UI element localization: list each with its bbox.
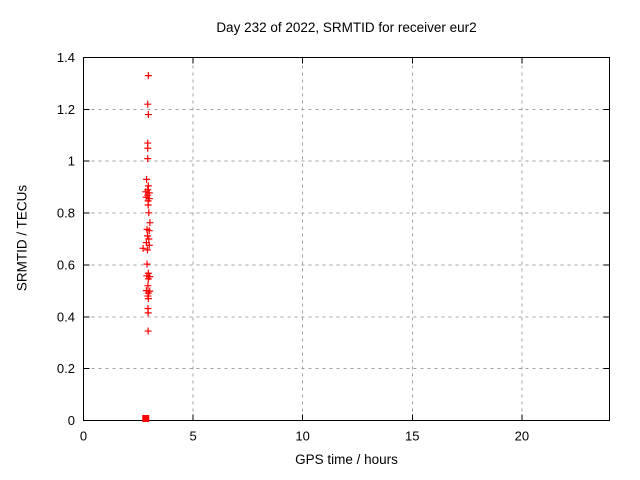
data-point-plus [146, 219, 154, 227]
data-point-plus [144, 100, 152, 108]
data-point-plus [144, 111, 152, 119]
data-point-plus [139, 244, 147, 252]
data-point-plus [145, 241, 153, 249]
data-point-plus [146, 287, 154, 295]
data-point-plus [145, 227, 153, 235]
x-tick-label: 20 [515, 429, 529, 444]
data-point-plus [144, 182, 152, 190]
y-tick-label: 0.2 [57, 361, 75, 376]
data-point-plus [144, 72, 152, 80]
x-tick-label: 0 [80, 429, 87, 444]
data-point-plus [144, 309, 152, 317]
x-tick-label: 15 [405, 429, 419, 444]
data-point-plus [143, 260, 151, 268]
data-point-plus [143, 246, 151, 254]
chart-title: Day 232 of 2022, SRMTID for receiver eur… [216, 20, 477, 35]
x-tick-label: 5 [189, 429, 196, 444]
data-point-plus [144, 201, 152, 209]
data-point-plus [145, 209, 153, 217]
x-tick-label: 10 [295, 429, 309, 444]
data-point-plus [144, 295, 152, 303]
data-point-plus [144, 327, 152, 335]
y-tick-label: 1 [68, 154, 75, 169]
y-tick-label: 0.6 [57, 257, 75, 272]
data-point-plus [145, 235, 153, 243]
data-point-plus [144, 144, 152, 152]
y-tick-label: 1.2 [57, 102, 75, 117]
data-point-plus [143, 175, 151, 183]
y-tick-label: 0.4 [57, 309, 75, 324]
data-point-plus [144, 275, 152, 283]
data-point-square [142, 415, 150, 422]
y-tick-label: 0.8 [57, 206, 75, 221]
plot-frame [83, 57, 610, 421]
data-point-plus [144, 155, 152, 163]
data-point-plus [144, 282, 152, 290]
y-tick-label: 0 [68, 413, 75, 428]
x-axis-label: GPS time / hours [295, 452, 398, 467]
data-point-plus [143, 232, 151, 240]
data-point-plus [142, 193, 150, 201]
y-tick-label: 1.4 [57, 50, 75, 65]
